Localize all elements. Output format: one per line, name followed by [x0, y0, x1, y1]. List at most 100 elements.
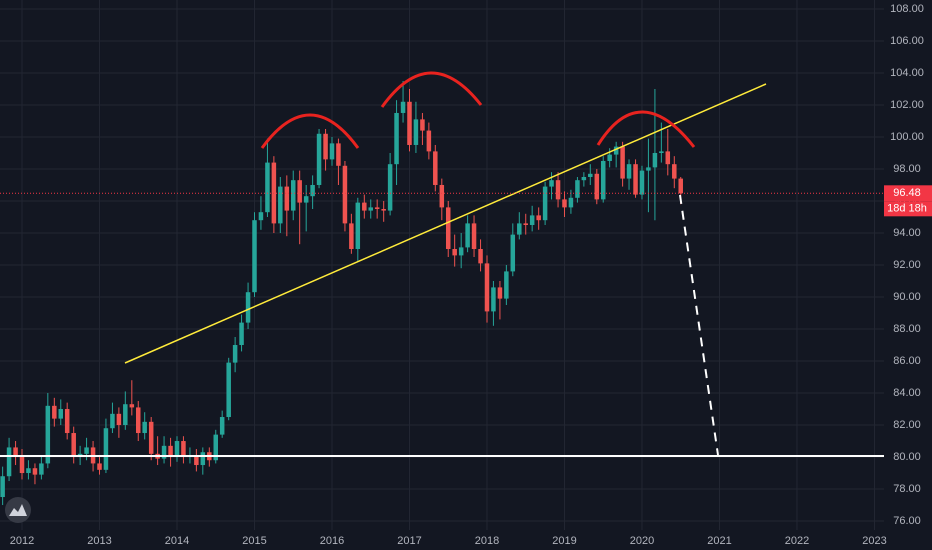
neckline: [124, 83, 767, 364]
candle-body: [517, 223, 522, 235]
candle-body: [136, 407, 141, 434]
y-tick-label: 80.00: [893, 451, 921, 463]
candle-body: [497, 287, 503, 299]
candle-body: [32, 468, 38, 475]
y-tick-label: 108.00: [890, 3, 924, 15]
logo-icon[interactable]: [9, 504, 27, 516]
candle-body: [484, 263, 490, 312]
candle-body: [26, 468, 31, 474]
candle-body: [445, 207, 451, 249]
x-tick-label: 2023: [862, 535, 886, 547]
candle-body: [336, 143, 341, 166]
candle-body: [329, 143, 335, 160]
y-tick-label: 90.00: [893, 291, 921, 303]
x-tick-label: 2020: [630, 535, 654, 547]
candle-body: [19, 457, 25, 474]
candle-body: [45, 405, 51, 464]
candle-body: [252, 220, 257, 293]
candle-body: [575, 180, 580, 198]
candle-body: [458, 247, 464, 256]
candle-body: [284, 186, 290, 211]
candle-body: [213, 434, 219, 461]
x-tick-label: 2012: [10, 535, 34, 547]
candle-body: [123, 404, 128, 426]
right-shoulder-arc: [596, 110, 696, 148]
drawings: [0, 71, 884, 457]
y-tick-label: 94.00: [893, 227, 921, 239]
candle-body: [110, 413, 115, 429]
candle-body: [607, 154, 612, 161]
candle-body: [413, 119, 419, 145]
candle-body: [652, 152, 658, 168]
candle-body: [355, 202, 361, 249]
last-price-box: [884, 185, 932, 202]
candle-body: [529, 215, 535, 225]
candle-body: [362, 202, 367, 211]
x-tick-label: 2022: [785, 535, 809, 547]
candle-body: [387, 164, 393, 211]
candle-body: [148, 421, 154, 454]
head-arc: [380, 71, 483, 108]
candle-body: [142, 421, 147, 434]
candle-body: [562, 199, 567, 208]
x-tick-label: 2016: [320, 535, 344, 547]
candle-body: [349, 223, 354, 249]
candle-body: [6, 447, 12, 477]
x-tick-label: 2021: [707, 535, 731, 547]
candle-body: [588, 173, 593, 177]
logo: [5, 497, 31, 523]
candle-body: [568, 197, 574, 208]
candle-body: [278, 186, 283, 224]
candle-body: [64, 409, 70, 434]
candle-body: [303, 196, 309, 203]
candle-body: [310, 184, 315, 197]
x-tick-label: 2018: [475, 535, 499, 547]
candle-body: [639, 170, 645, 195]
candle-body: [510, 234, 516, 272]
candle-body: [71, 433, 76, 458]
candle-body: [420, 119, 425, 131]
candle-body: [407, 101, 412, 145]
last-price-label: 96.48: [893, 187, 921, 199]
candle-body: [58, 409, 64, 419]
candle-body: [672, 164, 677, 179]
candle-body: [116, 413, 122, 426]
y-tick-label: 102.00: [890, 99, 924, 111]
y-tick-label: 84.00: [893, 387, 921, 399]
candle-body: [129, 404, 135, 408]
candle-body: [594, 173, 600, 200]
candle-body: [342, 165, 348, 224]
candle-body: [168, 445, 173, 458]
y-tick-label: 98.00: [893, 163, 921, 175]
projection-line: [679, 194, 719, 456]
x-tick-label: 2017: [397, 535, 421, 547]
candle-body: [549, 180, 554, 187]
candle-body: [265, 162, 270, 213]
candle-body: [226, 362, 231, 418]
candle-body: [368, 207, 373, 211]
y-tick-label: 86.00: [893, 355, 921, 367]
candle-body: [523, 223, 528, 225]
candle-body: [504, 271, 509, 299]
x-tick-label: 2015: [242, 535, 266, 547]
candle-body: [174, 441, 180, 458]
candle-body: [323, 133, 328, 160]
candle-body: [439, 184, 445, 208]
candle-body: [232, 345, 238, 363]
y-tick-label: 88.00: [893, 323, 921, 335]
candle-body: [200, 452, 206, 466]
candle-body: [659, 151, 664, 153]
candle-body: [678, 178, 683, 194]
countdown-box: [884, 201, 932, 217]
y-tick-label: 92.00: [893, 259, 921, 271]
left-shoulder-arc: [260, 113, 360, 149]
candle-body: [646, 167, 651, 171]
x-tick-label: 2013: [87, 535, 111, 547]
candle-body: [13, 447, 18, 458]
candle-body: [290, 180, 296, 211]
candle-body: [97, 463, 102, 470]
candle-body: [471, 223, 477, 249]
candle-body: [103, 428, 109, 470]
logo-circle: [5, 497, 31, 523]
